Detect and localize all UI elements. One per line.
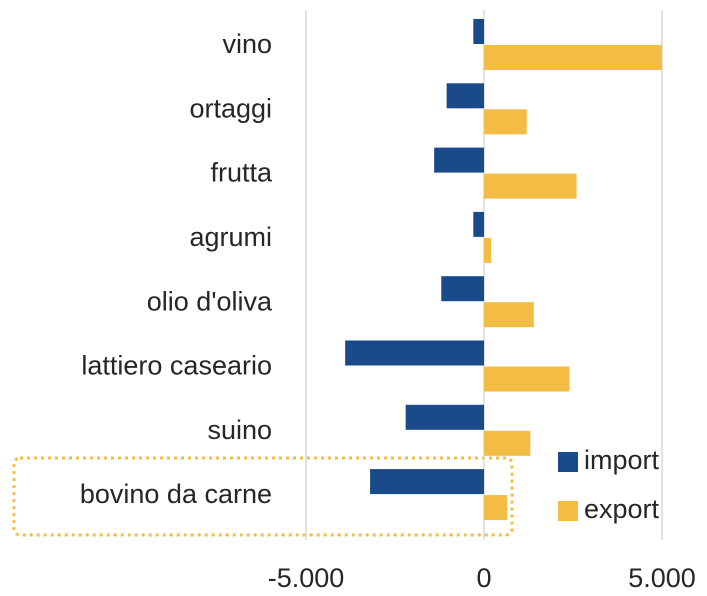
bar: [484, 366, 570, 392]
category-label: vino: [222, 29, 272, 59]
category-label: suino: [207, 415, 272, 445]
bar: [405, 404, 484, 430]
category-label: bovino da carne: [80, 479, 272, 509]
bar: [345, 340, 484, 366]
bar: [484, 430, 531, 456]
bar: [370, 469, 484, 495]
bar: [446, 83, 484, 109]
bar: [484, 495, 508, 521]
category-label: agrumi: [189, 222, 272, 252]
x-tick-label: 0: [476, 563, 491, 593]
category-label: frutta: [210, 158, 273, 188]
highlight-box: [12, 456, 514, 537]
bar: [484, 173, 577, 199]
bar: [434, 147, 484, 173]
bar: [484, 302, 534, 328]
bar: [473, 19, 484, 44]
category-label: ortaggi: [189, 93, 272, 123]
legend-label: export: [584, 494, 660, 524]
category-label: olio d'oliva: [147, 286, 273, 316]
legend-swatch: [558, 452, 578, 472]
category-label: lattiero caseario: [81, 351, 272, 381]
legend-swatch: [558, 501, 578, 521]
bar: [441, 276, 484, 302]
bar: [484, 237, 492, 263]
bar: [484, 45, 662, 70]
x-tick-label: -5.000: [268, 563, 345, 593]
x-tick-label: 5.000: [628, 563, 696, 593]
legend-label: import: [584, 445, 660, 475]
bar: [473, 211, 484, 237]
bar: [484, 109, 527, 135]
